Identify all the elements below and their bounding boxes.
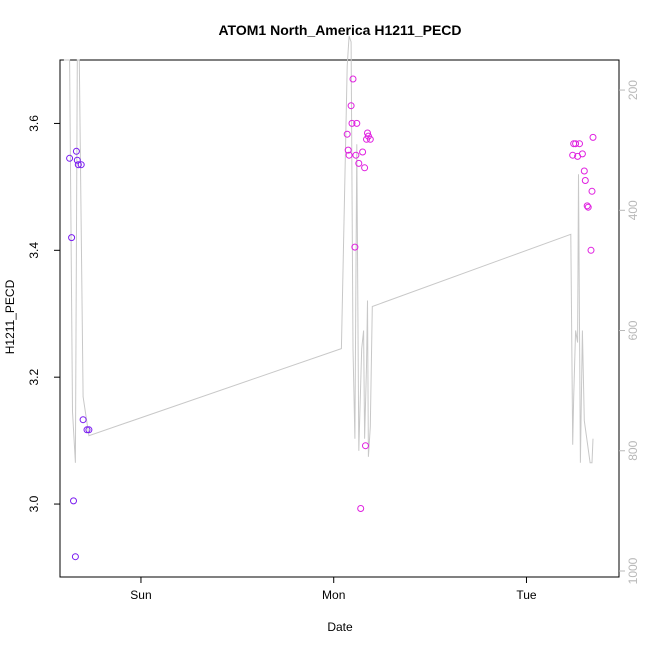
y-tick-label: 3.2 [27, 369, 41, 386]
data-point [589, 133, 597, 141]
data-point [359, 148, 367, 156]
data-point [79, 416, 87, 424]
data-point [352, 151, 360, 159]
y2-tick-label: 400 [626, 200, 640, 220]
data-point [578, 150, 586, 158]
data-point [347, 102, 355, 110]
data-point [587, 246, 595, 254]
x-tick-label: Mon [322, 588, 345, 602]
data-point [361, 164, 369, 172]
y-axis-label: H1211_PECD [3, 279, 17, 354]
data-point [348, 119, 356, 127]
data-point [355, 159, 363, 167]
data-point [72, 147, 80, 155]
x-tick-label: Tue [516, 588, 537, 602]
data-point [74, 161, 82, 169]
data-point [344, 146, 352, 154]
data-point [357, 505, 365, 512]
series-line [63, 35, 594, 464]
data-point [71, 553, 79, 561]
y-tick-label: 3.6 [27, 115, 41, 132]
data-point [569, 151, 577, 159]
data-point [351, 243, 359, 251]
data-point [572, 140, 580, 148]
data-point [580, 167, 588, 175]
y2-tick-label: 800 [626, 440, 640, 460]
y2-tick-label: 600 [626, 320, 640, 340]
x-axis-label: Date [327, 620, 353, 634]
data-point [584, 203, 592, 211]
data-point [77, 161, 85, 169]
chart-title: ATOM1 North_America H1211_PECD [218, 22, 461, 38]
plot-frame [59, 59, 620, 578]
data-point [349, 75, 357, 83]
data-point [343, 130, 351, 138]
y-tick-label: 3.0 [27, 495, 41, 512]
data-point [366, 135, 374, 143]
data-point [353, 119, 361, 127]
data-point [85, 426, 93, 434]
data-point [588, 187, 596, 195]
y-tick-label: 3.4 [27, 242, 41, 259]
data-point [576, 140, 583, 148]
data-point [66, 154, 74, 162]
chart-marks: 3.0 3.2 3.4 3.6 200 400 600 800 1000 Sun Mon Tue [27, 35, 640, 602]
y2-tick-label: 200 [626, 80, 640, 100]
data-point [70, 497, 77, 505]
y2-tick-label: 1000 [626, 557, 640, 584]
data-point [581, 177, 589, 184]
data-point [362, 442, 369, 450]
data-point [583, 202, 591, 210]
x-tick-label: Sun [130, 588, 151, 602]
data-point [364, 129, 371, 137]
data-point [68, 234, 76, 242]
data-point [345, 151, 353, 159]
data-point [73, 156, 81, 164]
data-point [83, 426, 91, 434]
